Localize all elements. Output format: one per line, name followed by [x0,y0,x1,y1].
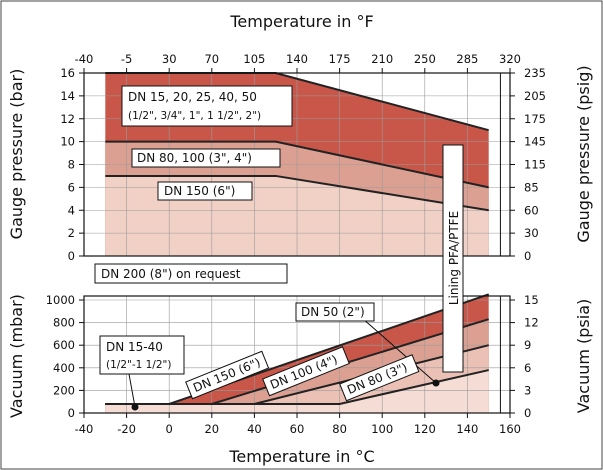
bottom-x-tick-label: 60 [290,422,305,436]
top-x-tick-label: 320 [499,52,521,66]
pressure-left-tick-label: 6 [68,180,75,194]
vacuum-right-tick-label: 3 [524,383,531,397]
dn150-label-box [157,181,253,201]
top-axis-title: Temperature in °F [229,12,373,31]
pressure-left-tick-label: 8 [68,158,75,172]
pressure-right-tick-label: 175 [524,112,546,126]
bottom-x-tick-label: 20 [204,422,219,436]
pressure-panel: -40 -5 30 70 105 140 175 210 250 285 3200246810121… [7,12,593,284]
dn200-label-box [94,263,288,284]
bottom-axis-title: Temperature in °C [228,447,374,466]
dn50-label: DN 50 (2") [301,305,365,319]
pressure-right-tick-label: 205 [524,89,546,103]
vacuum-right-tick-label: 0 [524,406,531,420]
pressure-left-tick-label: 2 [68,226,75,240]
pressure-left-tick-label: 14 [60,89,75,103]
top-x-tick-label: 30 [162,52,177,66]
pressure-left-tick-label: 10 [60,135,75,149]
pressure-left-ylabel: Gauge pressure (bar) [7,69,26,240]
bottom-x-tick-label: 140 [456,422,478,436]
pressure-right-tick-label: 85 [524,180,539,194]
lining-label-box [442,144,464,373]
vacuum-left-tick-label: 800 [53,316,75,330]
pressure-boundary-2 [105,174,489,212]
pressure-right-ylabel: Gauge pressure (psig) [574,65,593,242]
vacuum-right-ylabel: Vacuum (psia) [574,299,593,413]
bottom-x-tick-label: 120 [414,422,436,436]
pressure-left-tick-label: 4 [68,203,75,217]
top-x-tick-label: 105 [243,52,265,66]
bottom-x-tick-label: 100 [371,422,393,436]
vacuum-left-tick-label: 400 [53,361,75,375]
pressure-left-tick-label: 0 [68,249,75,263]
top-x-tick-label: 175 [329,52,351,66]
dn80-100-label: DN 80, 100 (3", 4") [137,151,252,165]
pressure-right-tick-label: 60 [524,203,539,217]
pressure-right-tick-label: 145 [524,135,546,149]
vacuum-left-tick-label: 200 [53,383,75,397]
vacuum-right-tick-label: 6 [524,361,531,375]
dn15-40-label-box [99,335,185,375]
top-x-tick-label: 210 [371,52,393,66]
dn100-vacuum-box [262,346,350,397]
pressure-right-tick-label: 115 [524,158,546,172]
dn150-vacuum-box [185,350,270,400]
dn80-vacuum-box [339,354,420,402]
top-x-tick-label: -5 [121,52,132,66]
dn50-leader-line [353,310,437,384]
dn150-label: DN 150 (6") [164,184,235,198]
pressure-right-tick-label: 30 [524,226,539,240]
dn50-label-box [295,302,375,322]
vacuum-right-tick-label: 12 [524,316,539,330]
dn15-50-sublabel: (1/2", 3/4", 1", 1 1/2", 2") [128,110,261,122]
dn50-marker [432,379,440,387]
vacuum-right-tick-label: 15 [524,293,539,307]
bottom-x-tick-label: 80 [332,422,347,436]
vacuum-left-ylabel: Vacuum (mbar) [7,294,26,418]
bottom-x-tick-label: -20 [117,422,136,436]
pressure-right-tick-label: 235 [524,66,546,80]
dn15-40-leader-line [128,373,136,408]
top-x-tick-label: 285 [456,52,478,66]
vacuum-right-tick-label: 9 [524,338,531,352]
dn15-50-label-box [121,85,293,127]
vacuum-left-tick-label: 600 [53,338,75,352]
bottom-x-tick-label: 0 [166,422,173,436]
vacuum-left-tick-label: 0 [68,406,75,420]
dn15-40-sublabel: (1/2"-1 1/2") [106,359,171,371]
pressure-left-tick-label: 12 [60,112,75,126]
top-x-tick-label: 70 [204,52,219,66]
dn15-50-label: DN 15, 20, 25, 40, 50 [128,90,257,104]
top-x-tick-label: 250 [414,52,436,66]
bottom-x-tick-label: -40 [75,422,94,436]
top-x-tick-label: -40 [75,52,94,66]
pressure-boundary-1 [105,140,489,189]
dn15-40-label: DN 15-40 [106,340,163,354]
dn80-100-label-box [131,148,281,168]
dn200-label: DN 200 (8") on request [101,267,241,281]
bottom-x-tick-label: 40 [247,422,262,436]
vacuum-area-3 [105,370,489,413]
vacuum-panel: -40 -20 0 20 40 60 80 100 120 140 1600200400600800… [7,293,593,466]
pressure-left-tick-label: 16 [60,66,75,80]
lining-label: Lining PFA/PTFE [447,211,461,305]
vacuum-left-tick-label: 1000 [46,293,75,307]
bottom-x-tick-label: 160 [499,422,521,436]
pressure-right-tick-label: 0 [524,249,531,263]
top-x-tick-label: 140 [286,52,308,66]
dn15-40-marker [131,403,139,411]
